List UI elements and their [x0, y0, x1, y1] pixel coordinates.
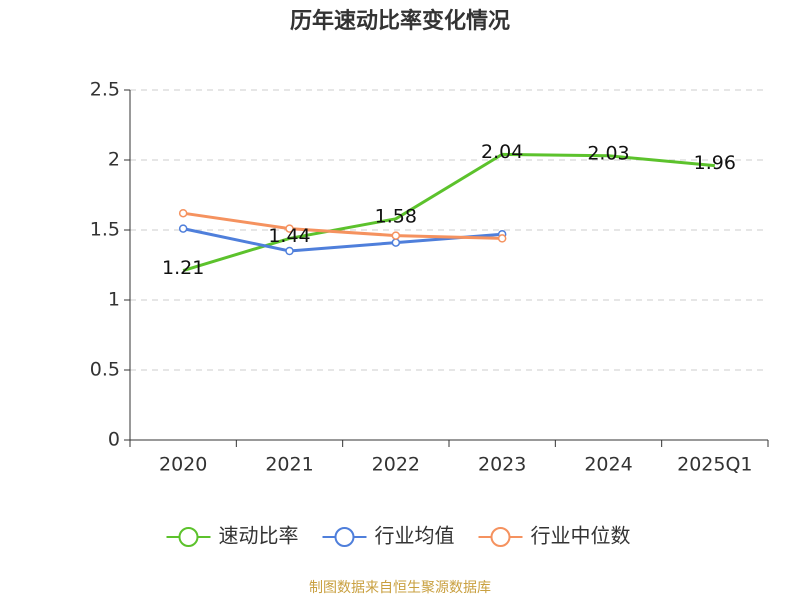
legend-label: 速动比率	[219, 524, 299, 548]
y-tick-label: 0.5	[90, 359, 120, 381]
point	[391, 238, 401, 247]
x-tick-label: 2024	[584, 454, 632, 476]
point	[497, 234, 507, 243]
chart-title: 历年速动比率变化情况	[290, 8, 510, 34]
data-label: 1.58	[375, 205, 417, 227]
y-tick-label: 1	[108, 289, 120, 311]
x-tick-label: 2025Q1	[677, 454, 752, 476]
x-tick-label: 2023	[478, 454, 526, 476]
data-label: 1.96	[694, 152, 736, 174]
point	[178, 208, 188, 218]
series-line	[182, 152, 715, 273]
legend-marker	[178, 527, 199, 547]
y-tick-label: 2.5	[90, 79, 120, 101]
legend-label: 行业均值	[375, 524, 455, 548]
y-tick-label: 0	[108, 429, 120, 451]
point	[178, 224, 188, 233]
legend-marker	[334, 527, 355, 547]
x-tick-label: 2021	[265, 454, 313, 476]
data-label: 1.21	[162, 257, 204, 279]
data-label: 2.04	[481, 141, 523, 163]
source-note: 制图数据来自恒生聚源数据库	[309, 580, 491, 596]
y-tick-label: 1.5	[90, 219, 120, 241]
y-tick-label: 2	[108, 149, 120, 171]
point	[391, 231, 401, 240]
point	[285, 246, 294, 256]
point	[285, 224, 294, 233]
legend-marker	[490, 527, 511, 547]
x-tick-label: 2020	[159, 454, 207, 476]
data-label: 1.44	[268, 225, 310, 247]
data-label: 2.03	[587, 142, 629, 164]
series-line	[182, 211, 503, 240]
x-tick-label: 2022	[372, 454, 420, 476]
legend-label: 行业中位数	[531, 524, 631, 548]
